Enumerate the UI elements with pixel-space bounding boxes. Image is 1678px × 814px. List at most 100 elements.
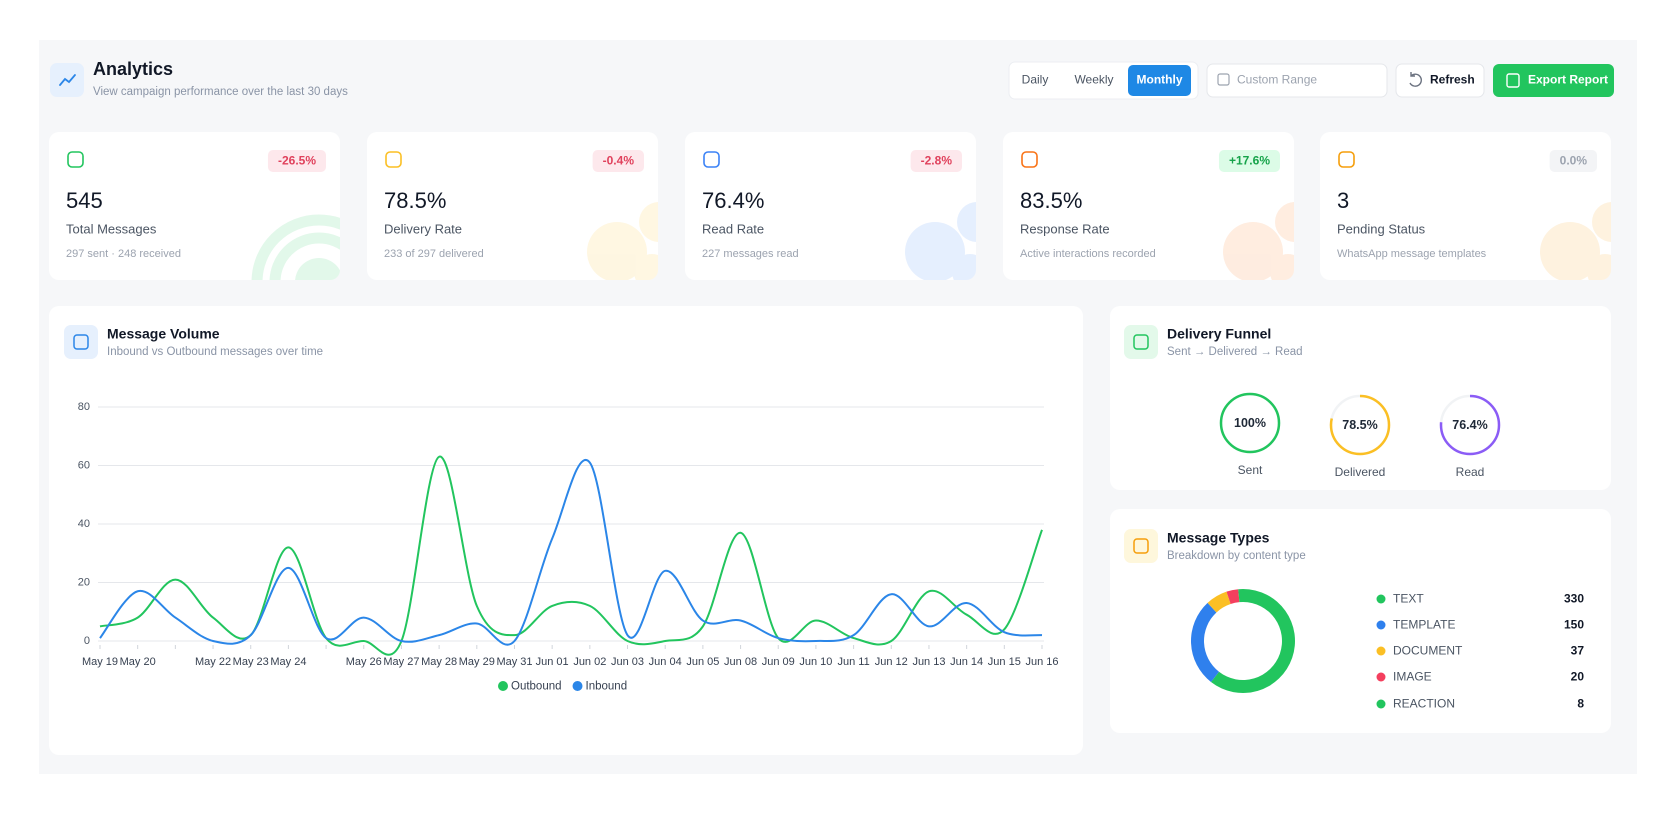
type-legend-row[interactable]: DOCUMENT 37 <box>1376 644 1585 658</box>
panel-title: Delivery Funnel <box>1167 326 1271 342</box>
legend-item[interactable]: Inbound <box>572 681 628 693</box>
legend-label: Outbound <box>511 681 562 693</box>
type-legend-row[interactable]: TEMPLATE 150 <box>1376 618 1585 632</box>
type-legend-row[interactable]: IMAGE 20 <box>1376 670 1585 684</box>
donut-segment <box>1191 602 1219 682</box>
stat-label: Read Rate <box>702 221 764 236</box>
type-legend-value: 330 <box>1564 592 1584 606</box>
refresh-label: Refresh <box>1430 73 1475 87</box>
export-icon <box>1506 73 1520 88</box>
y-tick-label: 80 <box>78 401 90 413</box>
deco-dot <box>952 254 976 280</box>
funnel-ring <box>1329 394 1391 456</box>
funnel-label: Read <box>1456 465 1485 479</box>
x-tick-label: Jun 14 <box>950 656 983 668</box>
refresh-button[interactable]: Refresh <box>1395 63 1485 98</box>
panel-icon-glyph <box>1133 538 1149 554</box>
funnel-ring <box>1439 394 1501 456</box>
y-tick-label: 0 <box>84 635 90 647</box>
stat-badge-bg <box>267 150 326 172</box>
x-tick-label: May 22 <box>195 656 231 668</box>
type-legend-value: 37 <box>1571 644 1585 658</box>
panel-bg <box>1110 509 1611 733</box>
stat-value: 545 <box>66 188 103 213</box>
type-legend-dot <box>1376 699 1386 709</box>
x-tick-label: Jun 09 <box>762 656 795 668</box>
x-tick-label: Jun 15 <box>988 656 1021 668</box>
x-tick-label: May 31 <box>496 656 532 668</box>
stat-value: 78.5% <box>384 188 446 213</box>
y-tick-label: 20 <box>78 576 90 588</box>
card-decoration <box>905 202 976 280</box>
deco-dot <box>957 202 976 242</box>
refresh-icon <box>1409 72 1422 87</box>
stat-value: 83.5% <box>1020 188 1082 213</box>
period-button[interactable]: Daily <box>1022 73 1049 87</box>
period-button[interactable]: Weekly <box>1074 73 1113 87</box>
stat-badge: -26.5% <box>278 154 316 168</box>
funnel-ring <box>1219 392 1281 454</box>
stat-note: 227 messages read <box>702 248 799 260</box>
type-legend-row[interactable]: REACTION 8 <box>1376 697 1585 711</box>
x-tick-label: Jun 05 <box>686 656 719 668</box>
stat-icon <box>1021 151 1038 168</box>
panel-icon-glyph <box>73 334 89 350</box>
x-tick-label: Jun 10 <box>799 656 832 668</box>
period-button-label: Monthly <box>1137 73 1183 87</box>
x-tick-label: May 26 <box>346 656 382 668</box>
legend-item[interactable]: Outbound <box>498 681 562 693</box>
period-button-label: Daily <box>1022 73 1049 87</box>
stat-badge: -0.4% <box>603 154 635 168</box>
deco-dot <box>634 254 658 280</box>
funnel-label: Sent <box>1238 463 1263 477</box>
type-legend-dot <box>1376 594 1386 604</box>
refresh-button-bg <box>1395 63 1485 98</box>
x-tick-label: Jun 08 <box>724 656 757 668</box>
stat-badge-bg <box>1218 150 1280 172</box>
deco-dot <box>1587 254 1611 280</box>
x-tick-label: May 28 <box>421 656 457 668</box>
legend-dot <box>498 681 508 691</box>
panel-bg <box>49 306 1083 755</box>
panel-icon <box>64 325 98 359</box>
panel-icon-glyph <box>1133 334 1149 350</box>
funnel-value: 100% <box>1234 416 1266 430</box>
deco-dot <box>1540 222 1600 280</box>
funnel-value: 76.4% <box>1452 418 1487 432</box>
x-tick-label: May 27 <box>383 656 419 668</box>
x-tick-label: Jun 02 <box>573 656 606 668</box>
series-line <box>99 455 1043 656</box>
deco-dot <box>905 222 965 280</box>
stat-card: -26.5% 545 Total Messages 297 sent · 248 re… <box>49 132 340 280</box>
period-button[interactable]: Monthly <box>1128 65 1191 96</box>
deco-dot <box>295 258 340 280</box>
type-legend-row[interactable]: TEXT 330 <box>1376 592 1585 606</box>
period-button-bg <box>1128 65 1191 96</box>
stat-badge-bg <box>1549 150 1597 172</box>
donut-segment <box>1207 591 1231 613</box>
calendar-icon <box>1217 73 1230 86</box>
type-legend-value: 20 <box>1571 670 1585 684</box>
stat-card-bg <box>367 132 658 280</box>
header-icon-glyph <box>59 74 76 86</box>
panel-title: Message Volume <box>107 326 220 342</box>
custom-range-box <box>1206 63 1388 98</box>
type-legend-value: 8 <box>1577 697 1584 711</box>
x-tick-label: May 24 <box>270 656 306 668</box>
stat-card: 0.0% 3 Pending Status WhatsApp message temp… <box>1320 132 1611 280</box>
export-button-bg <box>1493 64 1614 97</box>
stat-card: -2.8% 76.4% Read Rate 227 messages read <box>685 132 976 280</box>
funnel-value: 78.5% <box>1342 418 1377 432</box>
series-line <box>99 459 1043 646</box>
panels: Message Volume Inbound vs Outbound messag… <box>49 306 1611 755</box>
deco-dot <box>1275 202 1294 242</box>
custom-range-input[interactable]: Custom Range <box>1206 63 1388 98</box>
x-tick-label: May 29 <box>459 656 495 668</box>
type-legend-label: TEMPLATE <box>1393 618 1455 632</box>
stat-icon <box>67 151 84 168</box>
export-button[interactable]: Export Report <box>1493 64 1614 97</box>
donut-segment <box>1210 589 1295 693</box>
stat-badge-bg <box>592 150 644 172</box>
stat-icon <box>703 151 720 168</box>
